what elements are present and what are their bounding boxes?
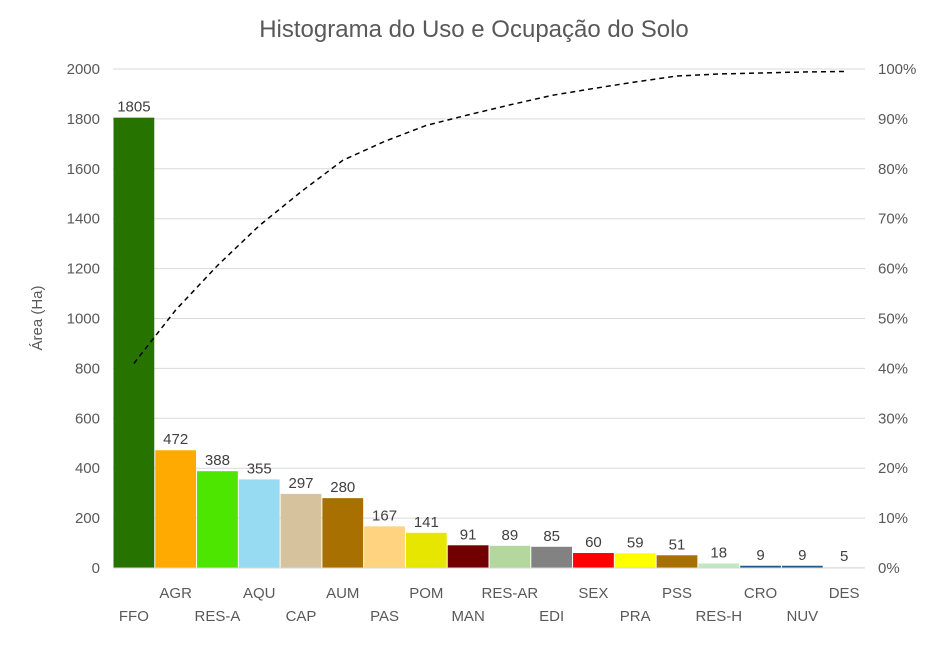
y-tick-label: 0 xyxy=(92,560,100,577)
y2-tick-label: 40% xyxy=(878,360,908,377)
bar-cro xyxy=(740,565,781,568)
x-tick-label: AQU xyxy=(243,585,276,602)
data-label: 5 xyxy=(840,548,848,565)
bars xyxy=(113,117,865,568)
y-tick-label: 1600 xyxy=(67,161,100,178)
y2-tick-label: 20% xyxy=(878,460,908,477)
data-label: 355 xyxy=(247,460,272,477)
bar-aqu xyxy=(238,479,280,568)
x-tick-label: PAS xyxy=(370,608,399,625)
data-label: 9 xyxy=(798,547,806,564)
data-label: 89 xyxy=(502,527,519,544)
data-label: 51 xyxy=(669,536,686,553)
data-label: 167 xyxy=(372,507,397,524)
cumulative-line-layer xyxy=(133,70,845,364)
data-label: 388 xyxy=(205,452,230,469)
y2-tick-label: 70% xyxy=(878,211,908,228)
x-tick-label: DES xyxy=(829,585,860,602)
bar-sex xyxy=(573,553,614,568)
y-axis-title: Área (Ha) xyxy=(29,285,46,350)
x-tick-label: PRA xyxy=(620,608,651,625)
bar-res-ar xyxy=(489,545,531,568)
y2-tick-label: 60% xyxy=(878,261,908,278)
bar-nuv xyxy=(781,565,823,568)
y-tick-label: 1400 xyxy=(67,211,100,228)
data-label: 472 xyxy=(163,431,188,448)
x-tick-label: SEX xyxy=(578,585,608,602)
bar-pra xyxy=(614,553,656,568)
y2-tick-label: 10% xyxy=(878,510,908,527)
bar-agr xyxy=(155,450,197,568)
x-tick-label: NUV xyxy=(786,608,818,625)
y-tick-label: 600 xyxy=(75,410,100,427)
chart-title: Histograma do Uso e Ocupação do Solo xyxy=(259,16,689,43)
data-label: 85 xyxy=(543,528,560,545)
y-tick-label: 1000 xyxy=(67,311,100,328)
data-label: 60 xyxy=(585,534,602,551)
x-tick-label: AUM xyxy=(326,585,359,602)
data-label: 59 xyxy=(627,534,644,551)
y2-tick-label: 90% xyxy=(878,111,908,128)
data-label: 1805 xyxy=(117,99,150,116)
x-tick-label: POM xyxy=(409,585,443,602)
bar-pas xyxy=(364,526,405,568)
data-label: 18 xyxy=(710,545,727,562)
y-tick-label: 200 xyxy=(75,510,100,527)
y2-tick-label: 100% xyxy=(878,61,916,78)
bar-res-a xyxy=(197,471,238,568)
y2-tick-label: 50% xyxy=(878,311,908,328)
y-tick-label: 1800 xyxy=(67,111,100,128)
cumulative-line xyxy=(133,70,845,364)
data-label: 297 xyxy=(288,475,313,492)
bar-cap xyxy=(280,493,322,568)
bar-pss xyxy=(656,555,698,568)
x-tick-label: PSS xyxy=(662,585,692,602)
x-tick-label: RES-H xyxy=(695,608,742,625)
data-label: 141 xyxy=(414,514,439,531)
bar-ffo xyxy=(113,117,155,568)
y-tick-label: 800 xyxy=(75,360,100,377)
x-tick-label: CRO xyxy=(744,585,777,602)
y-tick-label: 2000 xyxy=(67,61,100,78)
x-tick-label: RES-AR xyxy=(482,585,539,602)
y2-tick-label: 30% xyxy=(878,410,908,427)
x-tick-label: EDI xyxy=(539,608,564,625)
data-label: 9 xyxy=(756,547,764,564)
bar-edi xyxy=(531,546,573,568)
x-tick-label: RES-A xyxy=(195,608,241,625)
y-tick-label: 400 xyxy=(75,460,100,477)
x-tick-label: MAN xyxy=(451,608,484,625)
gridlines xyxy=(113,68,865,519)
x-tick-label: FFO xyxy=(119,608,149,625)
y-tick-label: 1200 xyxy=(67,261,100,278)
bar-des xyxy=(823,566,865,568)
x-tick-label: AGR xyxy=(159,585,192,602)
data-label: 91 xyxy=(460,526,477,543)
y2-tick-label: 0% xyxy=(878,560,900,577)
bar-pom xyxy=(405,532,447,568)
bar-man xyxy=(447,545,489,568)
data-label: 280 xyxy=(330,479,355,496)
y2-tick-label: 80% xyxy=(878,161,908,178)
secondary-y-axis-ticks: 0% 10% 20% 30% 40% 50% 60% 70% 80% 90% 100% xyxy=(878,61,916,577)
bar-aum xyxy=(322,498,364,568)
x-tick-label: CAP xyxy=(286,608,317,625)
y-axis-ticks: 0 200 400 600 800 1000 1200 1400 1600 1800 2000 xyxy=(67,61,100,577)
bar-res-h xyxy=(698,563,740,568)
